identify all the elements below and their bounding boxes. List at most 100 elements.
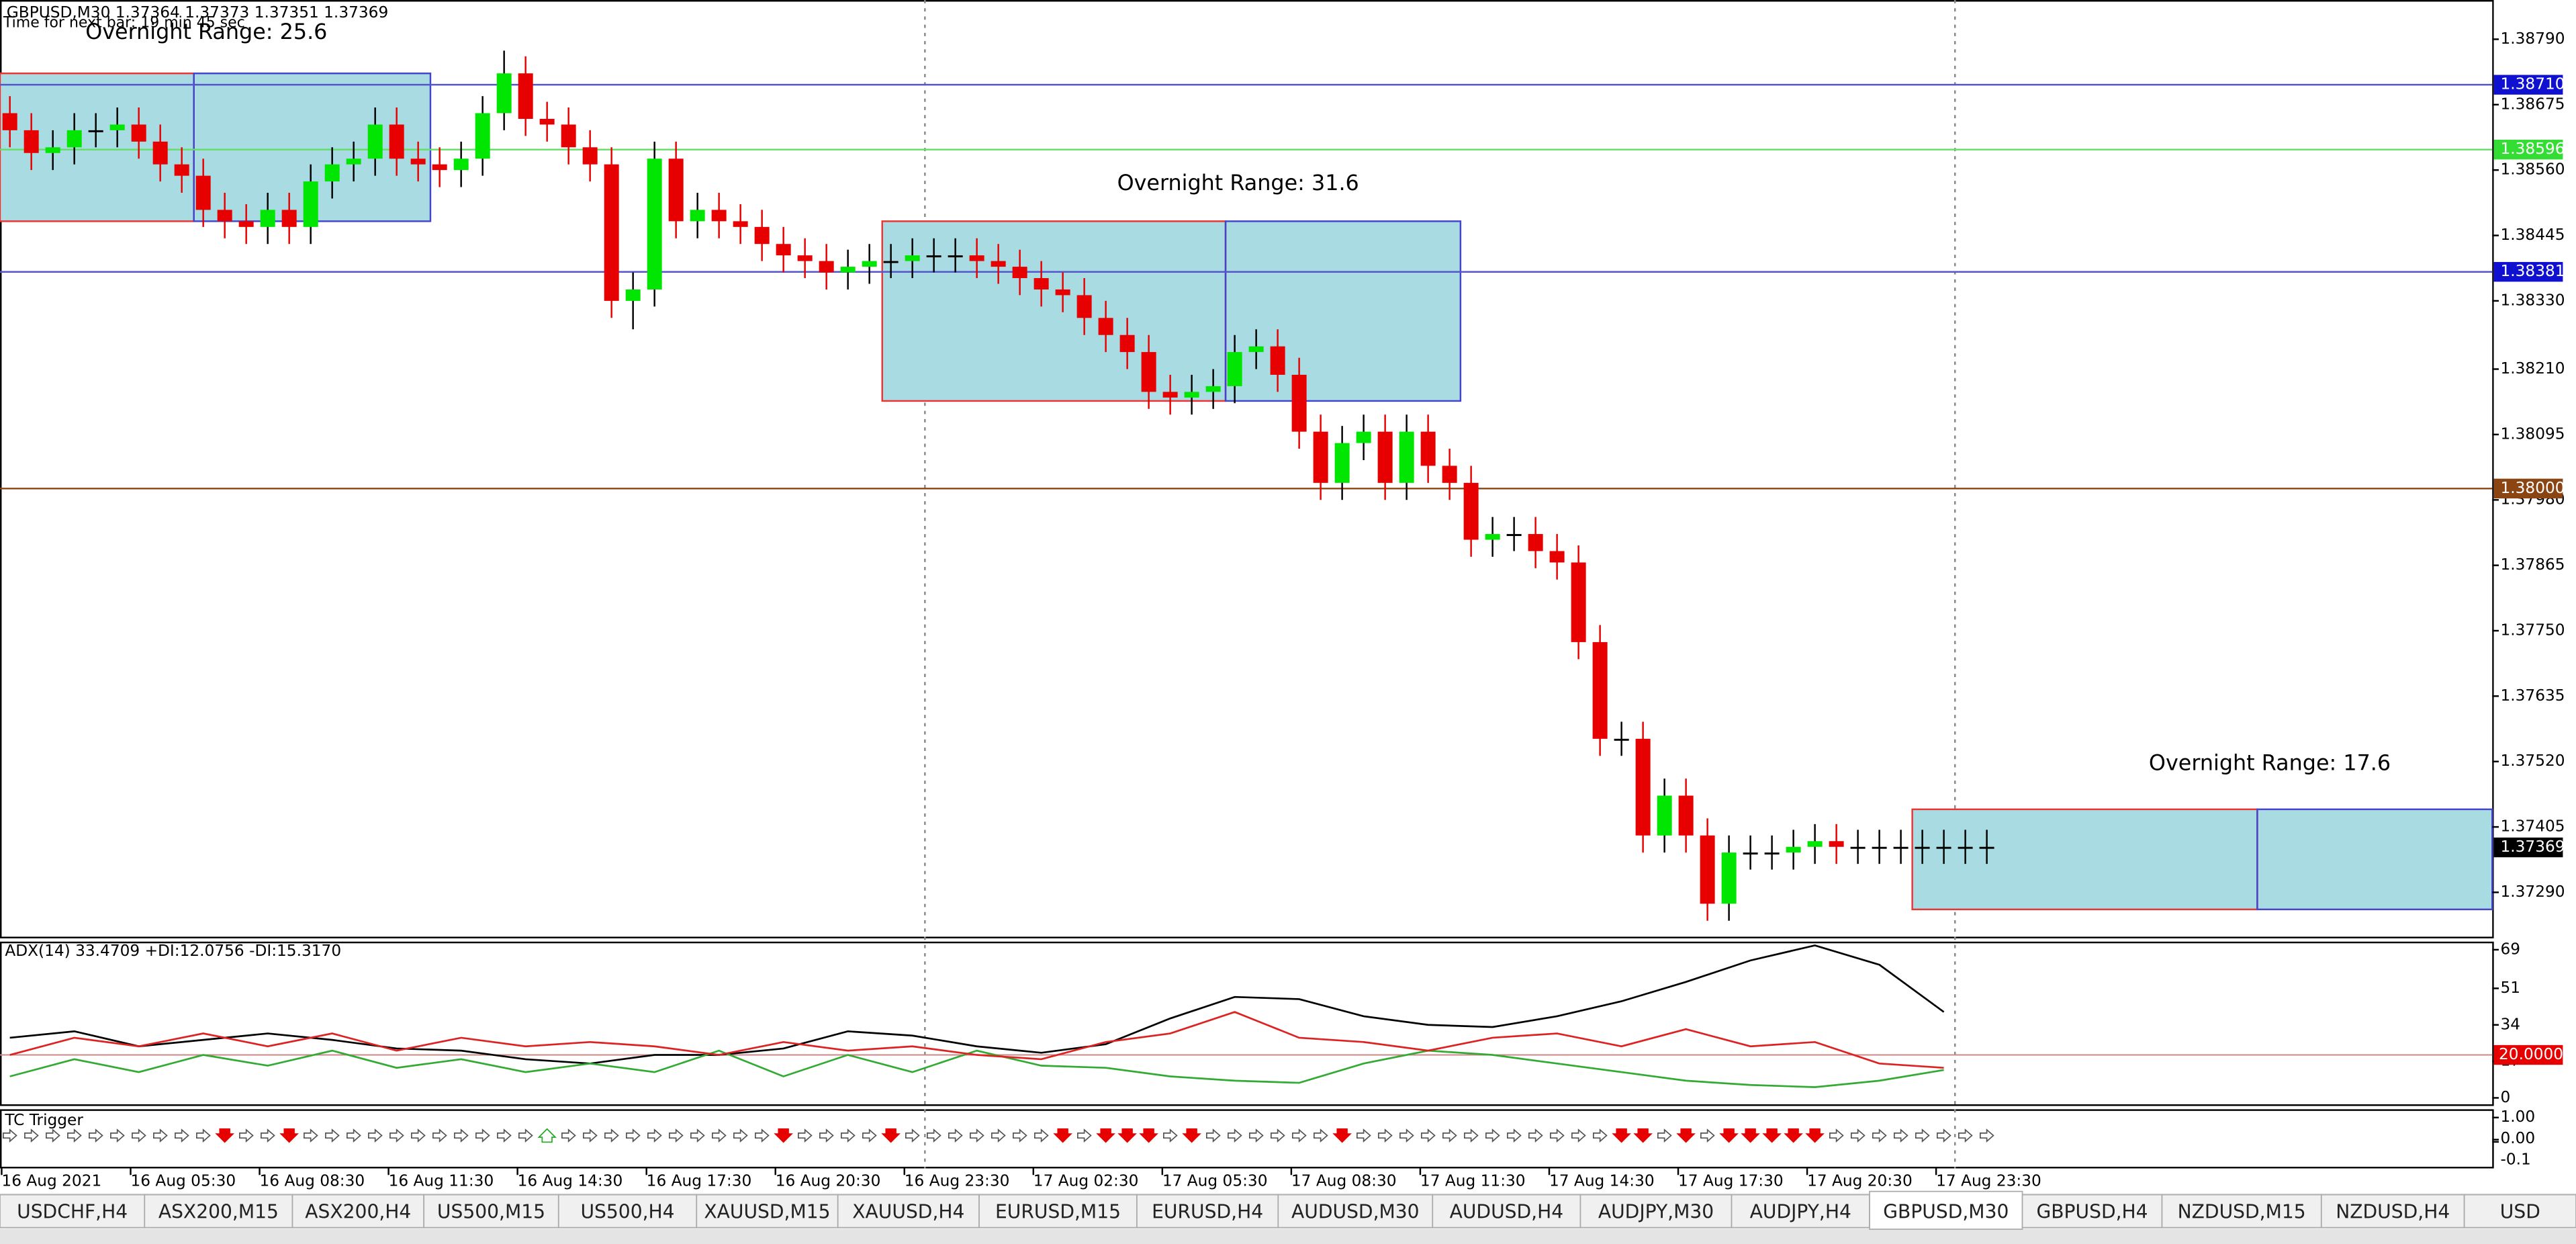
candle-body (1764, 852, 1780, 855)
adx-level-label-bg (2493, 1045, 2563, 1065)
candle-body (1377, 431, 1393, 483)
tab[interactable] (1432, 1194, 1581, 1229)
tab[interactable] (1136, 1194, 1279, 1229)
tc-arrow (1850, 1128, 1866, 1143)
tab[interactable] (1731, 1194, 1870, 1229)
adx-level-label: 20.0000 (2499, 1045, 2563, 1063)
tc-arrow (1784, 1128, 1803, 1143)
tab-label[interactable]: USD (2500, 1201, 2540, 1223)
tc-arrow (1657, 1128, 1672, 1143)
tc-arrow (389, 1128, 404, 1143)
tab[interactable] (837, 1194, 980, 1229)
tab[interactable] (1277, 1194, 1434, 1229)
candle-body (1463, 482, 1479, 540)
candle-body (1420, 431, 1436, 466)
tc-arrow (132, 1128, 146, 1143)
tab-label[interactable]: NZDUSD,H4 (2336, 1201, 2450, 1223)
level-label-bg (2493, 478, 2563, 498)
candle-body (1184, 392, 1199, 398)
tab[interactable] (2161, 1194, 2322, 1229)
tc-arrow (604, 1128, 619, 1143)
tc-tick-label: 1.00 (2500, 1108, 2535, 1126)
candle-body (668, 159, 684, 222)
last-price-bg (2493, 837, 2563, 858)
tc-arrow (1182, 1128, 1201, 1143)
last-price-label: 1.37369 (2500, 838, 2565, 856)
tab-label[interactable]: XAUUSD,H4 (852, 1201, 964, 1223)
tab-label[interactable]: NZDUSD,M15 (2178, 1201, 2306, 1223)
tab-label[interactable]: GBPUSD,H4 (2036, 1201, 2148, 1223)
candle-body (1033, 278, 1049, 290)
tc-arrow (261, 1128, 275, 1143)
candle-body (1528, 534, 1543, 551)
tab[interactable] (2463, 1194, 2576, 1229)
candle-body (2, 113, 17, 130)
tab-label[interactable]: AUDJPY,H4 (1750, 1201, 1851, 1223)
tc-arrow (712, 1128, 727, 1143)
tab[interactable] (423, 1194, 559, 1229)
x-tick-label: 17 Aug 23:30 (1936, 1172, 2041, 1190)
candle-body (45, 147, 60, 153)
candle-body (733, 221, 748, 227)
level-label-bg (2493, 140, 2563, 160)
tc-arrow (454, 1128, 469, 1143)
x-tick-label: 17 Aug 11:30 (1420, 1172, 1526, 1190)
tab-label[interactable]: ASX200,M15 (158, 1201, 279, 1223)
tc-arrow (1676, 1128, 1696, 1143)
tc-arrow (518, 1128, 533, 1143)
tab-label[interactable]: US500,H4 (580, 1201, 674, 1223)
tab-label[interactable]: US500,M15 (437, 1201, 545, 1223)
tc-arrow (948, 1128, 963, 1143)
tc-label: TC Trigger (4, 1111, 83, 1129)
tab[interactable] (1869, 1190, 2023, 1230)
tab-label[interactable]: EURUSD,M15 (995, 1201, 1121, 1223)
tab-label[interactable]: ASX200,H4 (305, 1201, 411, 1223)
tc-arrow (215, 1128, 234, 1143)
tc-arrow (1741, 1128, 1760, 1143)
tab-label[interactable]: USDCHF,H4 (17, 1201, 128, 1223)
tc-arrow (1356, 1128, 1371, 1143)
candle-body (1162, 392, 1178, 398)
tab-label[interactable]: EURUSD,H4 (1152, 1201, 1263, 1223)
tab-label[interactable]: AUDUSD,M30 (1291, 1201, 1420, 1223)
candle-body (1334, 443, 1350, 483)
tab[interactable] (144, 1194, 293, 1229)
candle-body (281, 210, 297, 227)
tab-label[interactable]: AUDJPY,M30 (1598, 1201, 1714, 1223)
range-box-right (2256, 808, 2493, 911)
tab[interactable] (1579, 1194, 1733, 1229)
x-tick-label: 17 Aug 20:30 (1807, 1172, 1913, 1190)
y-tick-label: 1.37290 (2500, 883, 2565, 901)
tc-arrow (1053, 1128, 1072, 1143)
tab-label[interactable]: XAUUSD,M15 (704, 1201, 830, 1223)
y-tick-label: 1.37520 (2500, 752, 2565, 770)
tc-arrow (239, 1128, 254, 1143)
tab[interactable] (696, 1194, 839, 1229)
candle-body (1549, 551, 1565, 563)
tc-tick-label: -0.1 (2500, 1151, 2530, 1169)
tc-arrow (1506, 1128, 1522, 1143)
range-label: Overnight Range: 17.6 (2149, 751, 2391, 776)
tab[interactable] (0, 1194, 146, 1229)
tab-label[interactable]: GBPUSD,M30 (1883, 1201, 2009, 1223)
candle-body (1979, 846, 1994, 849)
tab-label[interactable]: AUDUSD,H4 (1450, 1201, 1564, 1223)
tab[interactable] (291, 1194, 425, 1229)
tc-arrow (1227, 1128, 1242, 1143)
x-tick-label: 17 Aug 14:30 (1549, 1172, 1655, 1190)
candle-body (582, 147, 598, 165)
tc-arrow (1332, 1128, 1352, 1143)
tab[interactable] (2320, 1194, 2465, 1229)
tab[interactable] (2021, 1194, 2163, 1229)
tc-arrow (819, 1128, 834, 1143)
range-box-right (1224, 220, 1462, 402)
candle-body (174, 164, 189, 176)
level-label: 1.38000 (2500, 479, 2565, 497)
tc-arrow (1162, 1128, 1178, 1143)
candle-body (604, 164, 619, 301)
x-tick-label: 16 Aug 2021 (1, 1172, 101, 1190)
candle-body (776, 244, 791, 256)
adx-line (9, 944, 1945, 1065)
status-bar (0, 1229, 2576, 1244)
